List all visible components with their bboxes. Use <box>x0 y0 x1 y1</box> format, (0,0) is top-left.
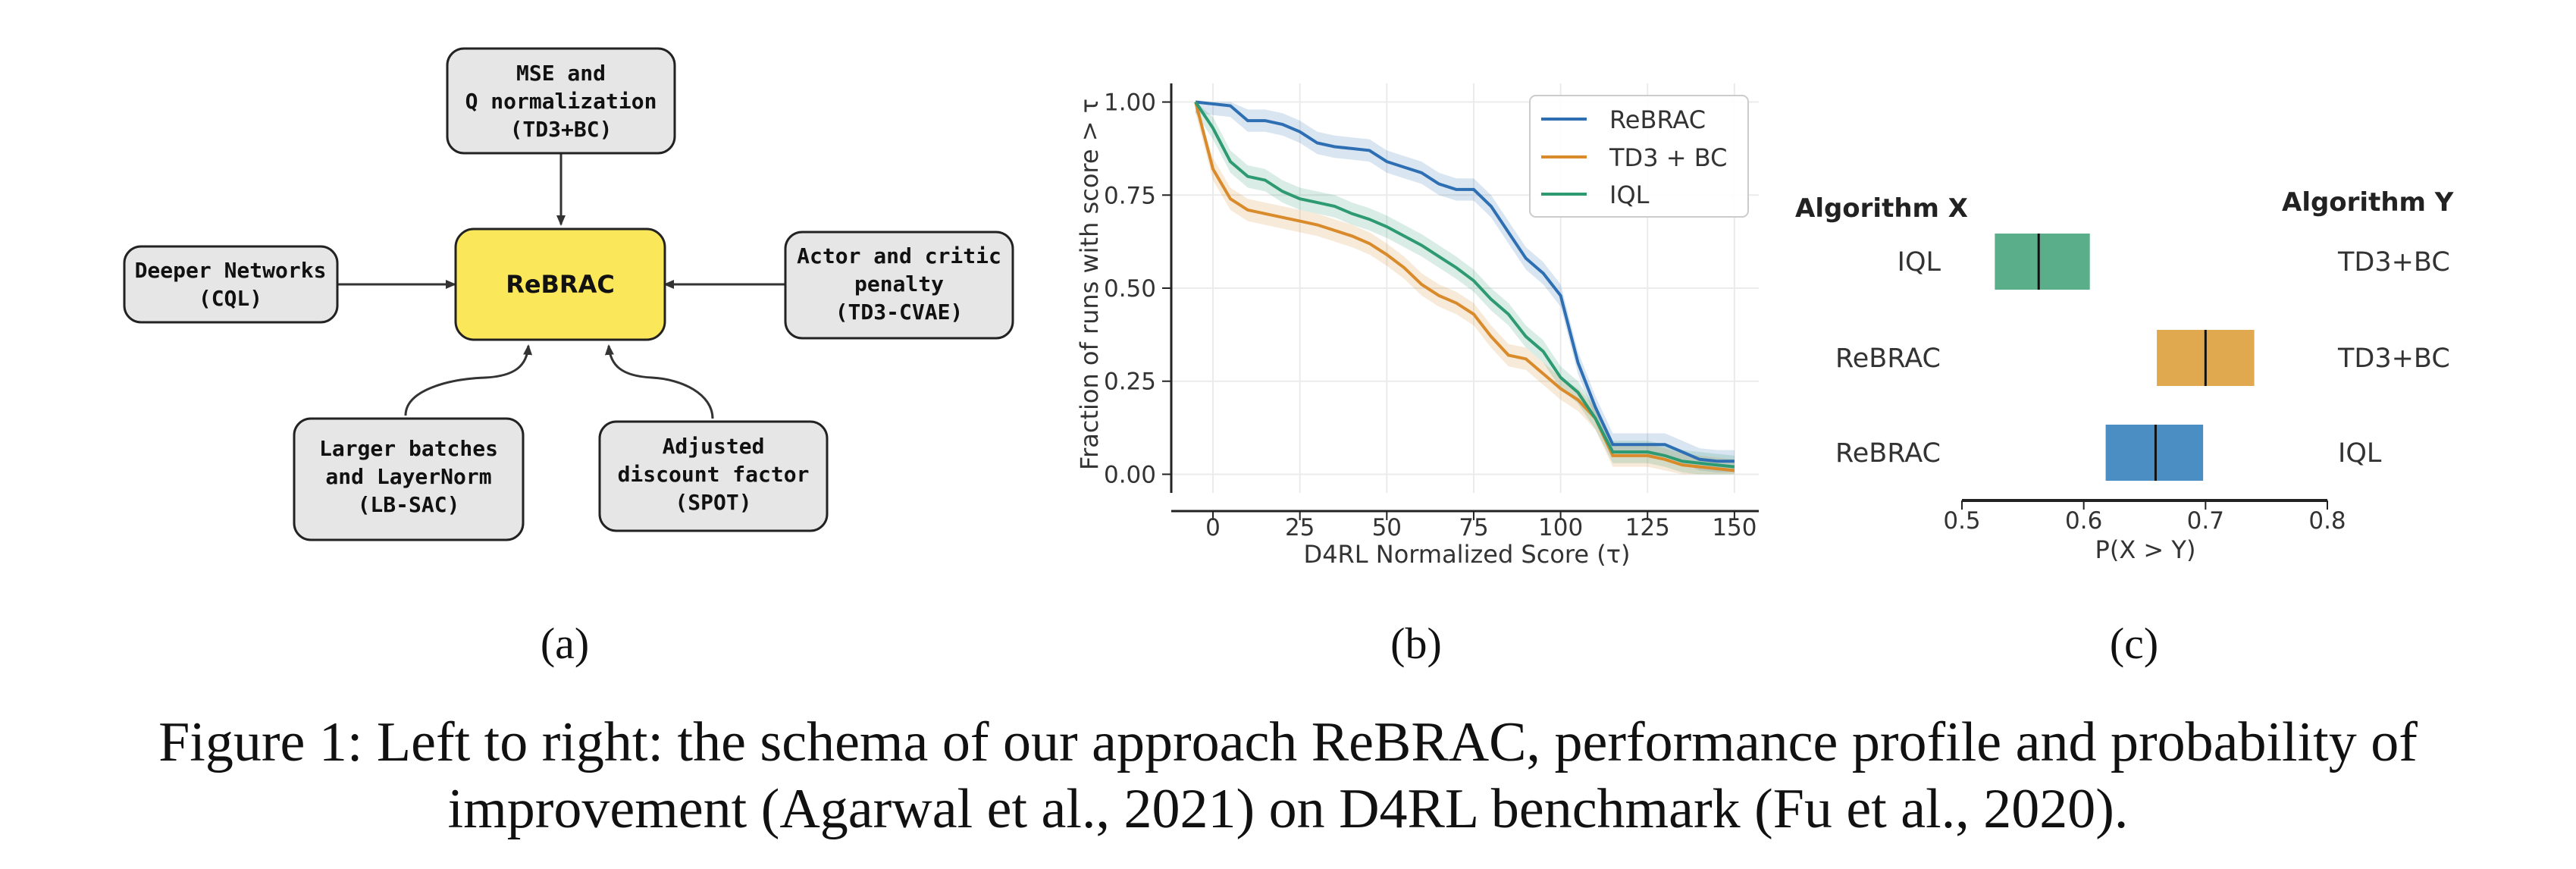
legend-label-rebrac: ReBRAC <box>1609 105 1706 134</box>
poi-interval-bar <box>1995 234 2090 290</box>
profile-y-tick-label: 0.00 <box>1104 461 1156 488</box>
poi-algorithm-y-label: IQL <box>2338 438 2382 469</box>
poi-algorithm-x-label: ReBRAC <box>1835 438 1941 469</box>
profile-y-ticks: 0.00 0.25 0.50 0.75 1.00 <box>1104 89 1171 488</box>
node-bottom-left-line-2: and LayerNorm <box>325 464 491 489</box>
arrow-bottom-right <box>604 344 714 419</box>
poi-algorithm-x-label: ReBRAC <box>1835 344 1941 374</box>
poi-algorithm-y-label: TD3+BC <box>2337 344 2450 374</box>
profile-y-label: Fraction of runs with score > τ <box>1075 99 1104 470</box>
panel-label-c: (c) <box>2110 619 2158 668</box>
profile-x-tick-label: 150 <box>1712 514 1757 541</box>
profile-line-2 <box>1194 101 1735 469</box>
poi-rows: IQL TD3+BC ReBRAC TD3+BC ReBRAC IQL <box>1835 234 2450 481</box>
profile-x-ticks: 0 25 50 75 100 125 150 <box>1205 511 1757 541</box>
profile-lines <box>1194 100 1735 472</box>
node-right-line-3: (TD3-CVAE) <box>835 300 964 325</box>
header-algorithm-x: Algorithm X <box>1795 193 1968 224</box>
poi-x-ticks: 0.5 0.6 0.7 0.8 <box>1943 500 2346 535</box>
schema-panel: MSE and Q normalization (TD3+BC) Deeper … <box>123 47 1014 541</box>
profile-bands <box>1196 102 1735 475</box>
node-right-line-2: penalty <box>854 271 944 296</box>
profile-line-0 <box>1195 100 1735 463</box>
arrow-bottom-left <box>404 344 533 416</box>
poi-x-tick-label: 0.8 <box>2308 507 2346 535</box>
poi-x-tick-label: 0.7 <box>2187 507 2224 535</box>
node-right <box>784 231 1014 340</box>
poi-algorithm-y-label: TD3+BC <box>2337 247 2450 278</box>
profile-legend: ReBRAC TD3 + BC IQL <box>1529 95 1749 218</box>
node-top-line-3: (TD3+BC) <box>510 117 613 142</box>
profile-y-tick-label: 0.75 <box>1104 182 1156 209</box>
node-bottom-left <box>293 417 525 541</box>
node-top-line-2: Q normalization <box>465 89 657 114</box>
caption-line-1: Figure 1: Left to right: the schema of o… <box>158 711 2418 773</box>
poi-x-label: P(X > Y) <box>2095 535 2196 564</box>
profile-y-tick-label: 1.00 <box>1104 89 1156 117</box>
header-algorithm-y: Algorithm Y <box>2282 187 2454 218</box>
profile-x-tick-label: 25 <box>1285 514 1315 541</box>
profile-x-tick-label: 0 <box>1205 514 1221 541</box>
node-bottom-right <box>598 420 829 532</box>
profile-line-1 <box>1194 101 1735 472</box>
probability-of-improvement-chart: Algorithm X Algorithm Y IQL TD3+BC ReBRAC T… <box>1795 187 2454 564</box>
legend-label-td3bc: TD3 + BC <box>1609 143 1727 172</box>
poi-x-tick-label: 0.6 <box>2065 507 2102 535</box>
node-top-line-1: MSE and <box>516 61 606 86</box>
poi-x-tick-label: 0.5 <box>1943 507 1980 535</box>
node-bottom-right-line-1: Adjusted <box>663 434 765 459</box>
performance-profile-chart: 0.00 0.25 0.50 0.75 1.00 0 25 50 75 100 125 150 D4… <box>1075 83 1759 569</box>
node-bottom-left-line-1: Larger batches <box>319 436 498 461</box>
node-center <box>454 227 666 341</box>
figure-caption: Figure 1: Left to right: the schema of o… <box>0 709 2576 842</box>
node-top <box>446 47 676 155</box>
poi-algorithm-x-label: IQL <box>1898 247 1941 278</box>
node-left-line-1: Deeper Networks <box>135 258 327 283</box>
figure-canvas: MSE and Q normalization (TD3+BC) Deeper … <box>123 47 2454 668</box>
panel-label-b: (b) <box>1390 619 1442 668</box>
caption-line-2: improvement (Agarwal et al., 2021) on D4… <box>447 778 2129 840</box>
profile-x-tick-label: 75 <box>1459 514 1488 541</box>
panel-label-a: (a) <box>541 619 589 668</box>
profile-x-tick-label: 50 <box>1372 514 1402 541</box>
node-bottom-right-line-2: discount factor <box>618 462 810 487</box>
legend-label-iql: IQL <box>1609 180 1650 209</box>
node-left <box>123 245 339 324</box>
profile-x-tick-label: 125 <box>1625 514 1670 541</box>
legend-box <box>1529 95 1749 218</box>
node-center-label: ReBRAC <box>506 270 615 299</box>
profile-y-tick-label: 0.25 <box>1104 369 1156 396</box>
node-bottom-right-line-3: (SPOT) <box>675 490 751 515</box>
node-left-line-2: (CQL) <box>199 286 262 311</box>
profile-y-tick-label: 0.50 <box>1104 275 1156 303</box>
node-right-line-1: Actor and critic <box>797 243 1001 268</box>
profile-x-tick-label: 100 <box>1538 514 1583 541</box>
poi-interval-bar <box>2105 425 2204 481</box>
profile-band-2 <box>1196 102 1735 475</box>
node-bottom-left-line-3: (LB-SAC) <box>358 492 460 517</box>
profile-x-label: D4RL Normalized Score (τ) <box>1304 540 1631 569</box>
